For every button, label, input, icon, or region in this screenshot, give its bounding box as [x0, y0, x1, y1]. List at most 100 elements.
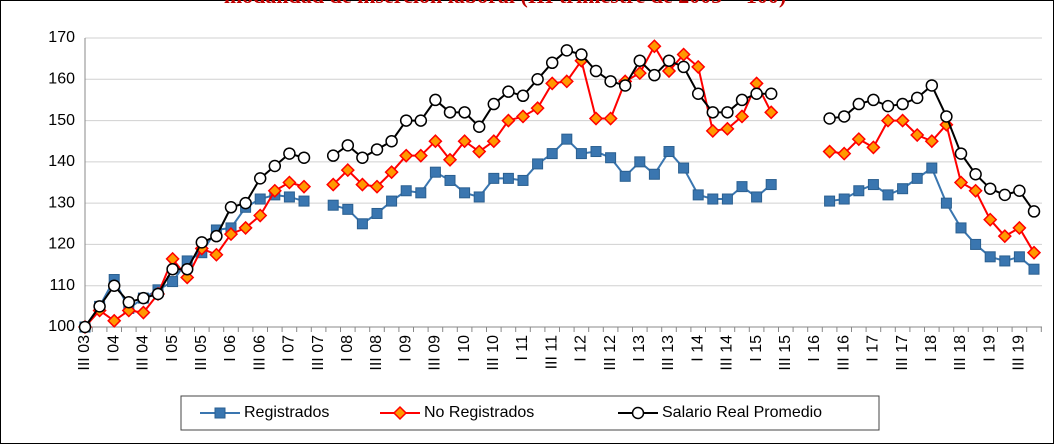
marker-diamond	[515, 109, 531, 124]
y-tick-label: 120	[48, 236, 75, 253]
marker-diamond	[223, 227, 239, 242]
marker-circle	[180, 262, 194, 276]
x-tick-label: I 08	[339, 335, 356, 362]
marker-circle	[940, 110, 953, 123]
marker-diamond	[355, 177, 370, 192]
marker-square	[663, 146, 675, 158]
marker-diamond	[603, 111, 618, 126]
marker-diamond	[895, 113, 910, 128]
x-tick-label: I 15	[748, 335, 765, 362]
marker-circle	[443, 106, 457, 119]
marker-square	[707, 193, 719, 205]
marker-circle	[151, 287, 165, 301]
x-tick-label: I 13	[631, 335, 648, 362]
marker-circle	[195, 236, 209, 249]
marker-square	[298, 195, 310, 207]
x-tick-label: III 19	[1011, 335, 1028, 371]
marker-diamond	[238, 220, 253, 235]
marker-circle	[166, 262, 179, 276]
marker-diamond	[880, 113, 896, 128]
marker-circle	[370, 143, 384, 156]
marker-diamond	[953, 175, 969, 190]
x-tick-label: III 12	[602, 335, 619, 371]
x-tick-label: I 09	[397, 335, 414, 362]
x-tick-label: III 06	[251, 335, 268, 371]
marker-circle	[764, 87, 778, 100]
marker-circle	[1027, 205, 1041, 218]
marker-diamond	[968, 183, 983, 198]
marker-square	[517, 174, 529, 186]
marker-circle	[545, 56, 559, 70]
marker-circle	[631, 406, 645, 420]
marker-circle	[706, 106, 720, 119]
marker-square	[575, 148, 587, 160]
marker-square	[824, 195, 836, 207]
marker-circle	[896, 97, 909, 111]
marker-diamond	[1012, 220, 1027, 235]
marker-circle	[837, 110, 851, 123]
marker-square	[721, 193, 733, 205]
marker-circle	[283, 147, 296, 160]
x-tick-label: I 11	[514, 335, 531, 361]
x-tick-label: III 10	[485, 335, 502, 371]
marker-diamond	[326, 177, 341, 192]
marker-diamond	[705, 123, 720, 138]
marker-diamond	[442, 152, 458, 167]
marker-square	[1013, 251, 1025, 263]
marker-circle	[560, 44, 574, 57]
marker-square	[838, 193, 850, 205]
marker-circle	[954, 147, 968, 160]
marker-circle	[239, 196, 252, 210]
marker-square	[532, 158, 544, 170]
marker-circle	[677, 60, 690, 74]
chart-title: modalidad de inserción laboral (III trim…	[224, 0, 786, 8]
marker-square	[356, 218, 368, 230]
marker-circle	[721, 106, 734, 119]
marker-square	[911, 172, 923, 184]
marker-diamond	[384, 165, 399, 180]
marker-circle	[925, 79, 939, 92]
marker-diamond	[661, 63, 677, 79]
marker-square	[371, 207, 383, 219]
marker-circle	[910, 91, 924, 105]
marker-diamond	[428, 134, 443, 149]
marker-square	[386, 195, 398, 207]
legend-label: No Registrados	[424, 404, 534, 421]
marker-circle	[414, 114, 428, 127]
marker-diamond	[253, 208, 268, 223]
x-tick-label: I 18	[923, 335, 940, 362]
marker-diamond	[851, 132, 866, 147]
x-tick-label: I 17	[865, 335, 882, 362]
x-tick-label: III 14	[719, 335, 736, 371]
marker-diamond	[997, 229, 1012, 244]
marker-circle	[224, 201, 238, 214]
marker-diamond	[296, 179, 312, 194]
x-tick-label: I 12	[573, 335, 590, 362]
marker-circle	[852, 97, 866, 111]
marker-square	[429, 166, 441, 178]
marker-circle	[399, 114, 413, 127]
legend-label: Registrados	[244, 404, 329, 421]
y-tick-label: 170	[48, 29, 75, 46]
marker-diamond	[136, 305, 151, 320]
marker-square	[327, 199, 339, 211]
y-tick-label: 100	[48, 318, 75, 335]
marker-circle	[589, 64, 603, 78]
marker-diamond	[530, 101, 545, 116]
marker-diamond	[647, 39, 662, 54]
marker-square	[459, 187, 471, 199]
marker-circle	[998, 188, 1012, 202]
marker-diamond	[676, 47, 691, 62]
marker-circle	[618, 79, 632, 92]
x-tick-label: III 04	[135, 335, 152, 371]
x-tick-label: III 13	[660, 335, 677, 371]
marker-diamond	[866, 140, 881, 155]
marker-square	[444, 174, 456, 186]
marker-circle	[268, 159, 282, 173]
marker-circle	[502, 85, 515, 98]
marker-circle	[604, 75, 617, 88]
marker-diamond	[413, 148, 428, 163]
marker-diamond	[392, 405, 408, 421]
x-tick-label: I 05	[164, 335, 181, 362]
